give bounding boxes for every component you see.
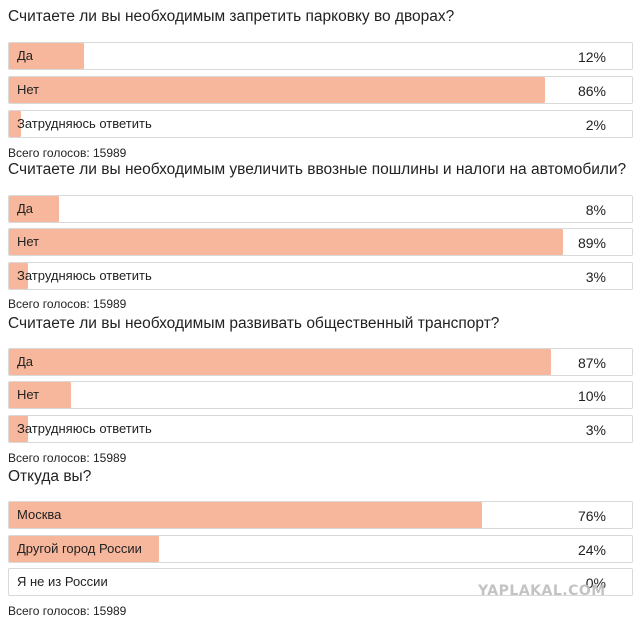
option-percent: 3%: [585, 269, 606, 285]
result-bar: [9, 502, 483, 528]
result-bar: [9, 111, 22, 137]
result-bar: [9, 263, 28, 289]
option-percent: 2%: [585, 117, 606, 133]
option-percent: 8%: [585, 202, 606, 218]
option-percent: 86%: [577, 83, 606, 99]
poll-option-other-city[interactable]: Другой город России 24%: [8, 535, 633, 563]
result-bar: [9, 43, 84, 69]
option-label: Да: [17, 48, 34, 63]
vote-total: Всего голосов: 15989: [8, 297, 127, 311]
poll-option-yes[interactable]: Да 12%: [8, 42, 633, 70]
result-bar: [9, 382, 72, 408]
option-percent: 87%: [577, 355, 606, 371]
option-label: Нет: [17, 387, 40, 402]
option-label: Нет: [17, 82, 40, 97]
option-percent: 10%: [577, 388, 606, 404]
poll-option-undecided[interactable]: Затрудняюсь ответить 2%: [8, 110, 633, 138]
result-bar: [9, 196, 59, 222]
option-percent: 12%: [577, 49, 606, 65]
poll-question: Откуда вы?: [8, 468, 92, 485]
poll-option-yes[interactable]: Да 87%: [8, 348, 633, 376]
option-percent: 89%: [577, 235, 606, 251]
option-percent: 3%: [585, 422, 606, 438]
vote-total: Всего голосов: 15989: [8, 146, 127, 160]
poll-option-no[interactable]: Нет 86%: [8, 76, 633, 104]
vote-total: Всего голосов: 15989: [8, 604, 127, 618]
option-label: Затрудняюсь ответить: [17, 268, 152, 283]
poll-option-yes[interactable]: Да 8%: [8, 195, 633, 223]
site-watermark: YAPLAKAL.COM: [478, 583, 606, 599]
option-label: Затрудняюсь ответить: [17, 116, 152, 131]
option-label: Другой город России: [17, 541, 142, 556]
option-percent: 0%: [585, 575, 606, 591]
option-label: Москва: [17, 507, 62, 522]
poll-question: Считаете ли вы необходимым запретить пар…: [8, 8, 455, 25]
vote-total: Всего голосов: 15989: [8, 451, 127, 465]
poll-option-undecided[interactable]: Затрудняюсь ответить 3%: [8, 415, 633, 443]
option-label: Нет: [17, 234, 40, 249]
poll-option-undecided[interactable]: Затрудняюсь ответить 3%: [8, 262, 633, 290]
result-bar: [9, 416, 28, 442]
result-bar: [9, 229, 564, 255]
option-label: Да: [17, 354, 34, 369]
result-bar: [9, 349, 551, 375]
poll-option-moscow[interactable]: Москва 76%: [8, 501, 633, 529]
poll-question: Считаете ли вы необходимым развивать общ…: [8, 315, 500, 332]
result-bar: [9, 77, 545, 103]
option-percent: 76%: [577, 508, 606, 524]
poll-option-no[interactable]: Нет 89%: [8, 228, 633, 256]
option-label: Затрудняюсь ответить: [17, 421, 152, 436]
poll-option-no[interactable]: Нет 10%: [8, 381, 633, 409]
result-bar: [9, 536, 159, 562]
option-label: Да: [17, 201, 34, 216]
option-percent: 24%: [577, 542, 606, 558]
poll-question: Считаете ли вы необходимым увеличить вво…: [8, 161, 627, 178]
poll-option-not-russia[interactable]: Я не из России 0%: [8, 568, 633, 596]
option-label: Я не из России: [17, 574, 108, 589]
